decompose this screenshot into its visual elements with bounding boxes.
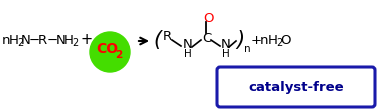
Text: n: n [2,35,11,48]
Text: (: ( [153,30,161,50]
Text: 2: 2 [115,50,122,60]
Circle shape [90,32,130,72]
Text: H: H [268,33,278,47]
Text: C: C [202,32,211,45]
Text: CO: CO [96,42,118,56]
Text: n: n [244,44,251,54]
Text: N: N [183,38,193,51]
Text: R: R [163,31,172,43]
Text: −: − [47,33,58,47]
Text: N: N [56,33,66,47]
Text: N: N [21,33,31,47]
Text: H: H [184,49,192,59]
Text: +: + [80,32,92,48]
Text: catalyst-free: catalyst-free [248,81,344,94]
Text: +: + [251,33,262,47]
Text: 2: 2 [17,38,23,48]
Text: H: H [64,33,74,47]
Text: n: n [260,33,268,47]
Text: 2: 2 [276,38,282,48]
Text: H: H [222,49,230,59]
Text: H: H [9,33,19,47]
Text: ): ) [236,30,244,50]
FancyBboxPatch shape [217,67,375,107]
Text: O: O [280,33,291,47]
Text: O: O [203,12,214,25]
Text: 2: 2 [72,38,78,48]
Text: −: − [29,33,40,47]
Text: N: N [221,38,231,51]
Text: R: R [38,33,47,47]
